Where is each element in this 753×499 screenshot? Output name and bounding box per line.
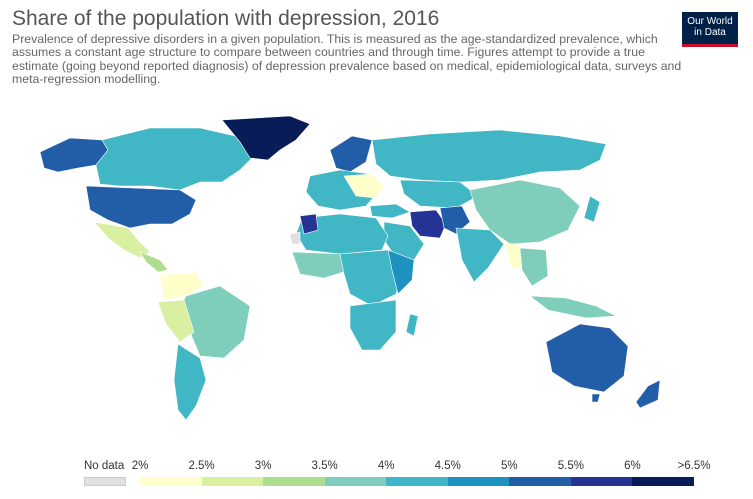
- legend-swatch[interactable]: [509, 477, 571, 486]
- legend-tick-label: 2.5%: [188, 460, 215, 472]
- region-east-africa[interactable]: [387, 249, 415, 295]
- region-central-america[interactable]: [139, 251, 169, 273]
- region-new-zealand[interactable]: [635, 379, 661, 409]
- legend-swatch[interactable]: [570, 477, 633, 486]
- legend-tick-label: 5.5%: [557, 460, 584, 472]
- region-australia[interactable]: [545, 323, 629, 393]
- region-argentina-chile[interactable]: [173, 343, 207, 421]
- region-japan[interactable]: [583, 195, 601, 223]
- region-indonesia[interactable]: [529, 295, 618, 319]
- owid-logo[interactable]: Our World in Data: [682, 12, 738, 47]
- legend-swatch[interactable]: [386, 477, 448, 486]
- legend-swatch[interactable]: [263, 477, 325, 486]
- legend-tick-label: 5%: [501, 460, 518, 472]
- legend-tick-label: 3.5%: [311, 460, 338, 472]
- region-tasmania[interactable]: [591, 393, 601, 403]
- region-canada[interactable]: [95, 127, 261, 191]
- region-west-africa[interactable]: [291, 251, 351, 279]
- legend-swatch[interactable]: [632, 477, 694, 486]
- region-india[interactable]: [455, 227, 505, 283]
- legend-tick-label: 2%: [131, 460, 149, 472]
- legend-nodata-swatch: [84, 477, 126, 486]
- region-morocco[interactable]: [299, 213, 319, 235]
- legend-swatch[interactable]: [324, 477, 387, 486]
- chart-subtitle: Prevalence of depressive disorders in a …: [12, 32, 682, 87]
- legend-tick-label: 6%: [624, 460, 641, 472]
- legend-tick-label: >6.5%: [677, 460, 711, 472]
- region-turkey[interactable]: [369, 203, 411, 219]
- region-colombia-venezuela[interactable]: [159, 271, 205, 301]
- chart-title: Share of the population with depression,…: [12, 7, 440, 30]
- region-united-states[interactable]: [85, 185, 197, 229]
- logo-line-1: Our World: [687, 16, 733, 27]
- region-china[interactable]: [469, 179, 581, 245]
- legend-tick-label: 4.5%: [434, 460, 461, 472]
- region-afghanistan-pakistan[interactable]: [439, 205, 471, 235]
- region-southeast-asia[interactable]: [519, 247, 549, 287]
- color-legend: No data 2% 2.5% 3% 3.5% 4% 4.5% 5% 5.5% 6% >6.5%: [84, 460, 710, 490]
- region-iran[interactable]: [409, 209, 447, 239]
- region-madagascar[interactable]: [405, 313, 419, 337]
- legend-swatch[interactable]: [447, 477, 510, 486]
- region-scandinavia[interactable]: [329, 135, 373, 173]
- region-greenland[interactable]: [221, 115, 311, 161]
- legend-nodata-label: No data: [84, 460, 125, 472]
- legend-swatch[interactable]: [140, 477, 202, 486]
- logo-underline: [682, 44, 738, 47]
- region-southern-africa[interactable]: [349, 299, 397, 351]
- region-eastern-europe[interactable]: [343, 173, 385, 199]
- legend-tick-label: 4%: [377, 460, 395, 472]
- region-russia[interactable]: [371, 129, 607, 183]
- region-peru-bolivia[interactable]: [157, 299, 195, 343]
- logo-line-2: in Data: [694, 27, 726, 38]
- legend-tick-label: 3%: [254, 460, 272, 472]
- world-map: [0, 110, 753, 455]
- legend-swatch[interactable]: [201, 477, 264, 486]
- region-western-sahara[interactable]: [289, 231, 301, 245]
